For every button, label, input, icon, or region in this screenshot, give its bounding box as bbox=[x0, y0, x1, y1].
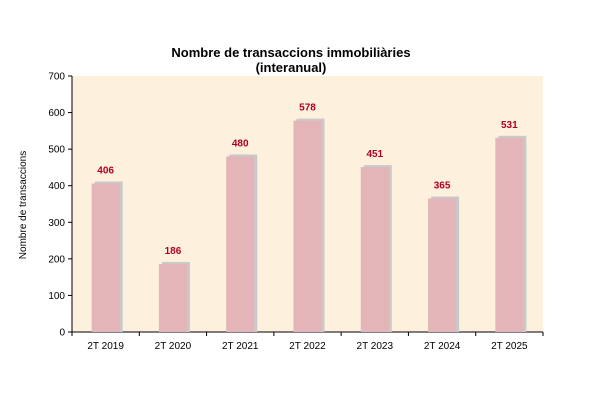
bar-value-label: 480 bbox=[232, 138, 249, 149]
bar bbox=[226, 156, 255, 332]
y-tick-label: 400 bbox=[48, 181, 65, 192]
x-tick-label: 2T 2024 bbox=[424, 341, 461, 352]
bar-value-label: 531 bbox=[501, 120, 518, 131]
x-tick-label: 2T 2019 bbox=[87, 341, 124, 352]
x-tick-label: 2T 2020 bbox=[155, 341, 192, 352]
y-tick-label: 100 bbox=[48, 291, 65, 302]
x-tick-label: 2T 2022 bbox=[289, 341, 326, 352]
x-tick-label: 2T 2025 bbox=[491, 341, 528, 352]
chart-subtitle: (interanual) bbox=[256, 60, 327, 75]
bar-value-label: 451 bbox=[366, 149, 383, 160]
bar bbox=[360, 167, 389, 332]
y-tick-label: 500 bbox=[48, 145, 65, 156]
x-tick-label: 2T 2023 bbox=[357, 341, 394, 352]
y-tick-label: 700 bbox=[48, 72, 65, 83]
bar bbox=[495, 137, 524, 332]
bar-value-label: 406 bbox=[97, 166, 114, 177]
bar bbox=[158, 263, 187, 332]
chart-title: Nombre de transaccions immobiliàries bbox=[171, 45, 410, 60]
bar bbox=[293, 120, 322, 332]
bar-value-label: 365 bbox=[434, 181, 451, 192]
y-tick-label: 0 bbox=[59, 328, 65, 339]
bar bbox=[428, 198, 457, 332]
x-tick-label: 2T 2021 bbox=[222, 341, 259, 352]
y-tick-label: 600 bbox=[48, 108, 65, 119]
y-axis-label: Nombre de transaccions bbox=[18, 151, 29, 259]
bar bbox=[91, 183, 120, 332]
bar-value-label: 186 bbox=[165, 246, 182, 257]
y-tick-label: 200 bbox=[48, 254, 65, 265]
y-tick-label: 300 bbox=[48, 218, 65, 229]
bar-value-label: 578 bbox=[299, 103, 316, 114]
